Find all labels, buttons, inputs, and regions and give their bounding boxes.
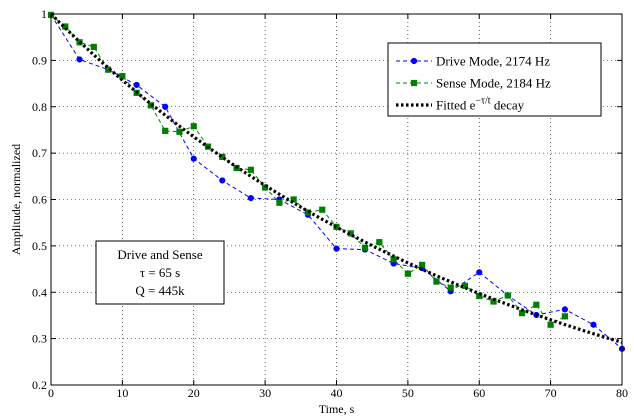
sense-data-point xyxy=(276,199,283,206)
sense-data-point xyxy=(376,239,383,246)
series-2 xyxy=(49,12,623,344)
sense-data-point xyxy=(162,127,169,134)
sense-data-point xyxy=(404,270,411,277)
drive-data-point xyxy=(133,81,140,89)
legend-label-drive-mode: Drive Mode, 2174 Hz xyxy=(436,54,550,69)
legend-fit-suffix: decay xyxy=(491,98,525,113)
axis-ticks: 0 10 20 30 40 50 60 70 80 0.2 0.3 0.4 0.5 0.6 0.7 0.8 0.… xyxy=(32,7,628,400)
y-tick-label: 0.5 xyxy=(32,239,47,253)
y-axis-label: Amplitude, normalized xyxy=(9,144,23,255)
sense-data-point xyxy=(290,196,297,203)
legend: Drive Mode, 2174 Hz Sense Mode, 2184 Hz … xyxy=(387,42,602,117)
legend-sample-marker xyxy=(410,57,418,65)
x-tick-label: 30 xyxy=(259,386,271,400)
sense-data-point xyxy=(262,184,269,191)
x-tick-label: 10 xyxy=(116,386,128,400)
y-tick-label: 0.4 xyxy=(32,285,47,299)
sense-data-point xyxy=(419,261,426,268)
drive-data-point xyxy=(561,306,569,313)
drive-data-point xyxy=(590,321,597,328)
x-tick-label: 40 xyxy=(331,386,343,400)
sense-data-point xyxy=(433,278,440,285)
drive-data-point xyxy=(76,56,83,63)
x-tick-label: 20 xyxy=(188,386,200,400)
drive-data-point xyxy=(219,177,226,184)
sense-data-point xyxy=(176,128,183,135)
x-tick-label: 70 xyxy=(545,386,557,400)
annotation-line-q: Q = 445k xyxy=(135,283,185,298)
y-tick-label: 0.3 xyxy=(32,332,47,346)
drive-data-point xyxy=(476,269,483,276)
sense-data-point xyxy=(319,206,326,213)
sense-data-point xyxy=(119,73,126,80)
sense-data-point xyxy=(90,43,97,51)
x-tick-label: 80 xyxy=(616,386,628,400)
x-tick-label: 50 xyxy=(402,386,414,400)
sense-data-point xyxy=(361,244,369,251)
series-layer xyxy=(47,11,626,352)
y-tick-label: 0.2 xyxy=(32,378,47,392)
y-tick-label: 0.7 xyxy=(32,146,47,160)
drive-data-point xyxy=(190,155,197,162)
sense-data-point xyxy=(547,321,554,328)
annotation-line-title: Drive and Sense xyxy=(117,247,202,262)
sense-data-point xyxy=(561,313,568,320)
sense-data-point xyxy=(190,123,197,130)
legend-fit-prefix: Fitted e xyxy=(436,98,476,113)
sense-data-point xyxy=(504,292,511,299)
drive-data-point xyxy=(247,195,254,202)
annotation-frame xyxy=(95,240,225,305)
y-tick-label: 0.9 xyxy=(32,53,47,67)
legend-fit-exponent: −τ/t xyxy=(475,96,490,107)
sense-data-point xyxy=(447,284,454,291)
x-axis-label: Time, s xyxy=(319,402,355,416)
fit-curve xyxy=(49,12,623,344)
sense-data-point xyxy=(247,166,254,173)
y-tick-label: 1 xyxy=(41,7,47,21)
y-tick-label: 0.8 xyxy=(32,100,47,114)
legend-samples xyxy=(396,57,432,107)
legend-label-sense-mode: Sense Mode, 2184 Hz xyxy=(436,76,551,91)
legend-sample-marker xyxy=(410,79,418,87)
y-tick-label: 0.6 xyxy=(32,193,47,207)
x-tick-label: 60 xyxy=(473,386,485,400)
legend-label-fitted-decay: Fitted e−τ/t decay xyxy=(436,96,525,113)
annotation-box: Drive and Sense τ = 65 s Q = 445k xyxy=(95,240,225,305)
sense-data-point xyxy=(533,301,540,308)
drive-data-point xyxy=(333,245,340,252)
annotation-line-tau: τ = 65 s xyxy=(140,265,180,280)
x-tick-label: 0 xyxy=(48,386,54,400)
drive-data-point xyxy=(162,103,169,110)
